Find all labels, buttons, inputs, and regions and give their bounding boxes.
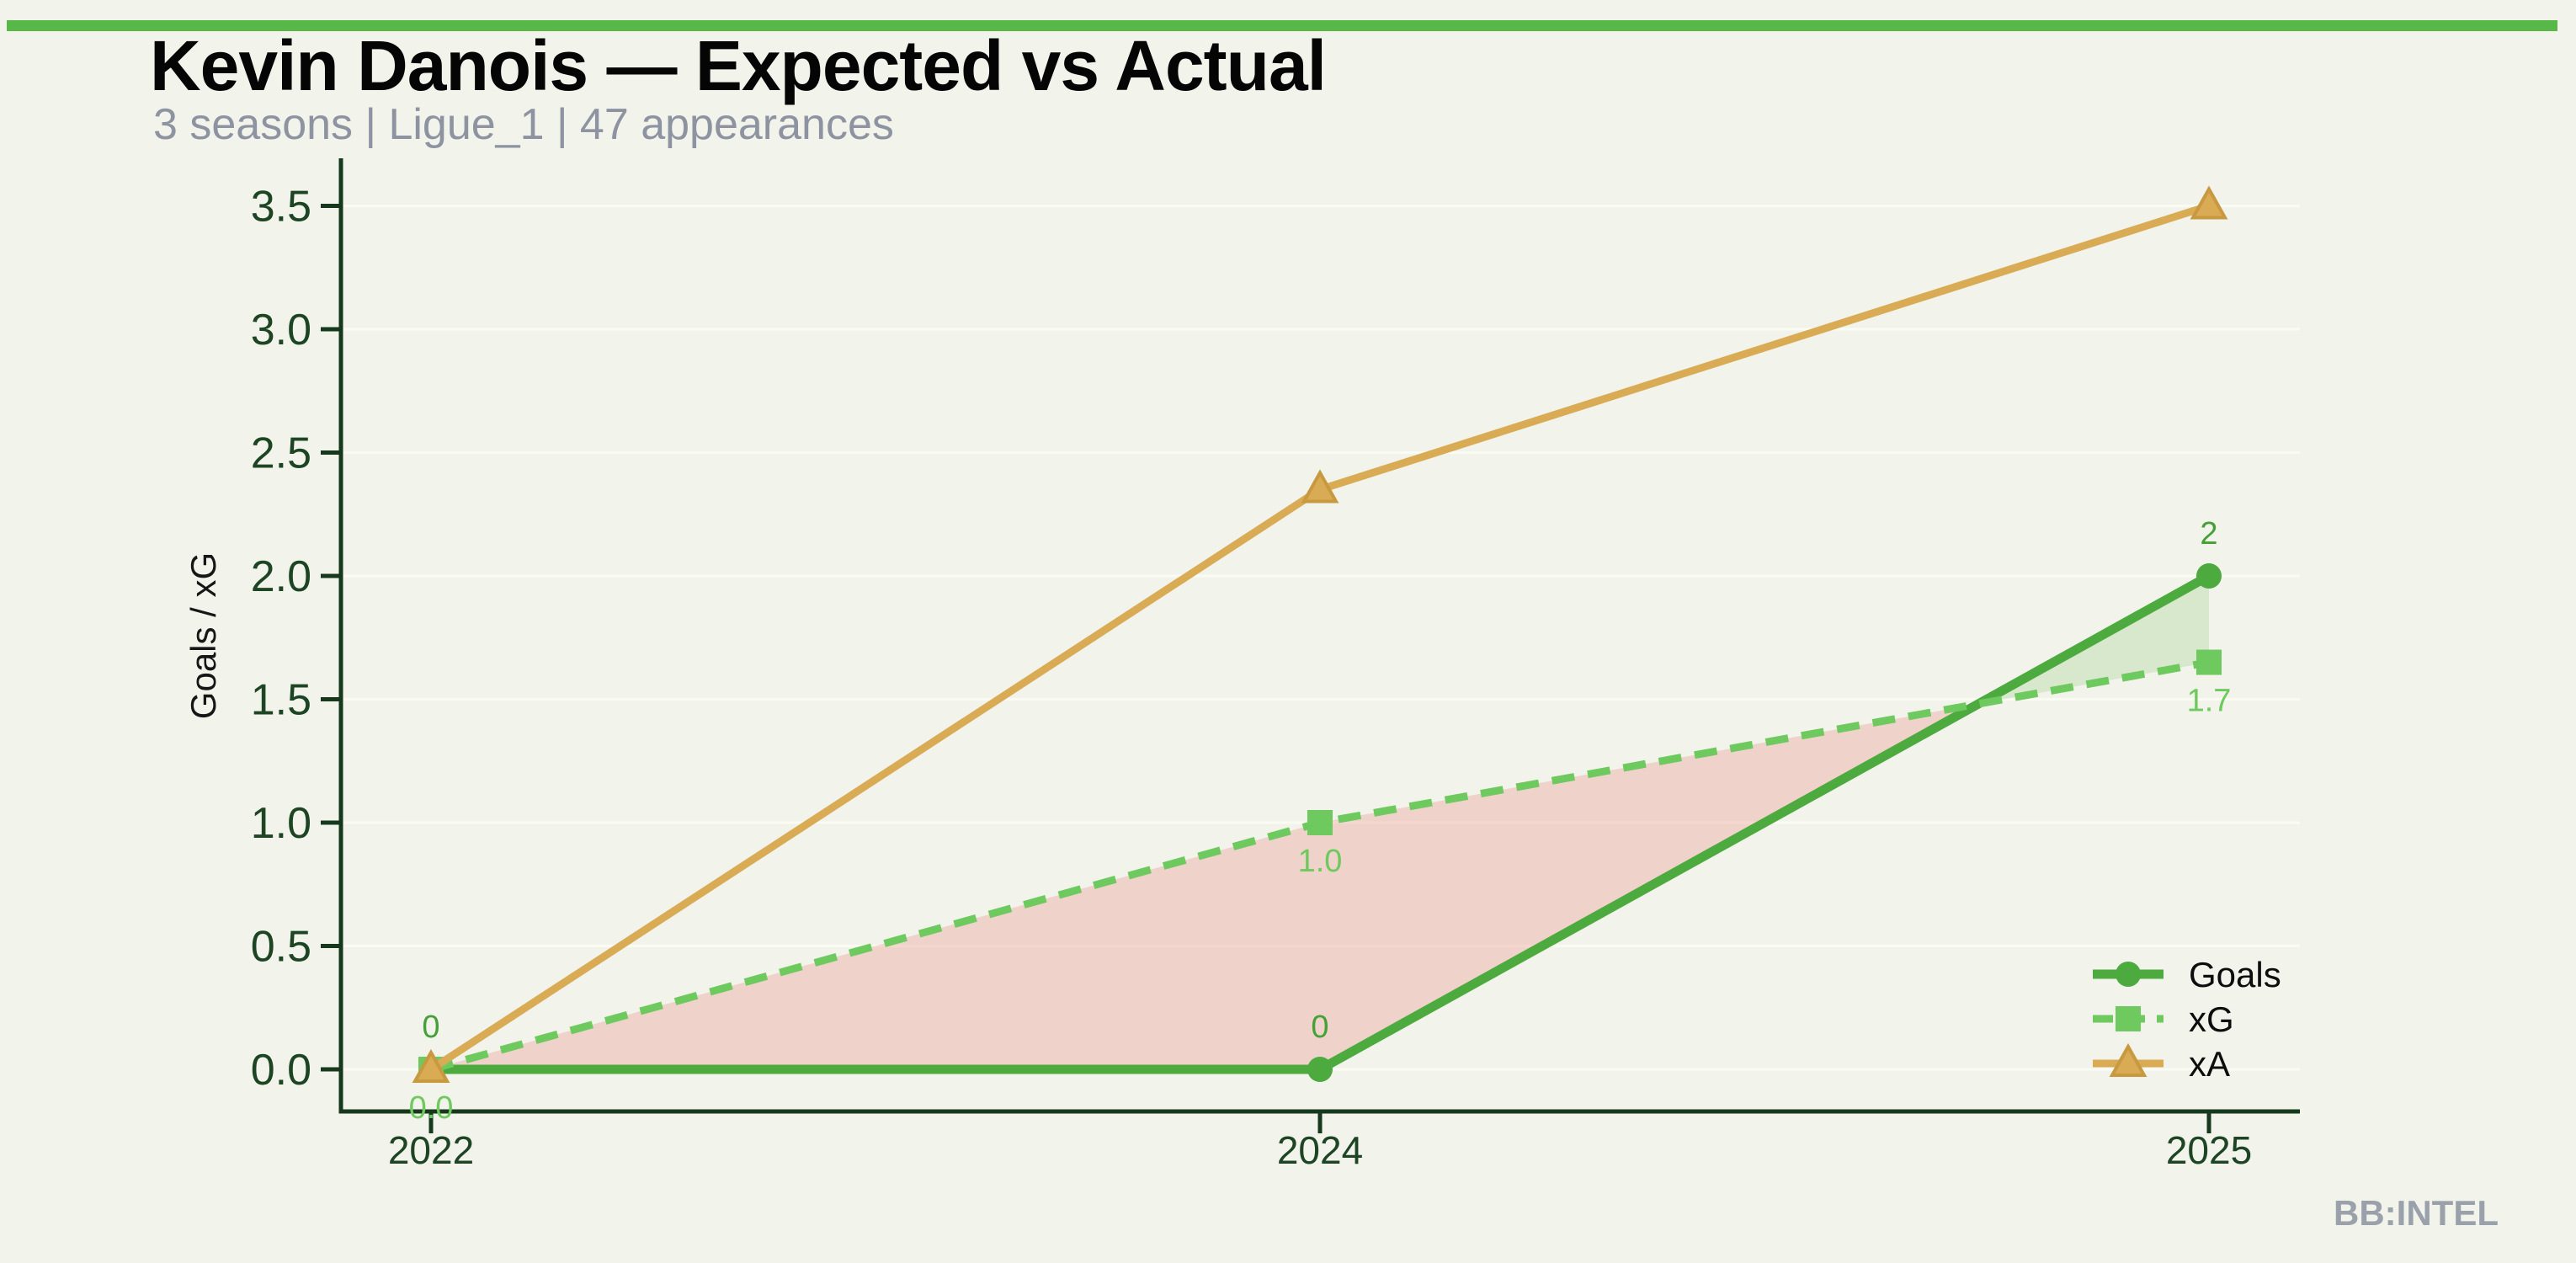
data-point-label: 0.0 [409,1090,454,1126]
legend-entry-xA: xA [2093,1042,2230,1084]
series-xA [412,185,2228,1083]
underperformance-fill [431,703,1979,1069]
series-xG: 0.0 1.0 1.7 [409,649,2232,1126]
data-point-marker-triangle [2109,1042,2148,1077]
y-tick-label: 0.5 [251,923,311,972]
y-tick-label: 2.5 [251,429,311,478]
data-point-label: 1.7 [2187,684,2232,719]
legend: Goals xG xA [2093,955,2281,1084]
data-point-label: 1.0 [1298,844,1343,879]
data-point-marker-triangle [2190,185,2228,220]
page-subtitle: 3 seasons | Ligue_1 | 47 appearances [153,100,894,149]
data-point-marker-triangle [412,1048,450,1083]
data-point-label: 0 [422,1010,439,1045]
data-point-marker-circle [2196,563,2222,589]
x-tick-label: 2022 [388,1128,474,1172]
legend-entry-xG: xG [2093,999,2234,1039]
data-point-marker-square [1307,810,1333,835]
data-point-marker-circle [2116,962,2141,987]
legend-label: xA [2189,1044,2230,1084]
legend-label: xG [2189,999,2234,1039]
data-point-marker-circle [1307,1057,1333,1082]
data-point-marker-triangle [1301,469,1339,504]
y-tick-label: 3.5 [251,183,311,232]
data-point-label: 0 [1311,1010,1328,1045]
legend-entry-Goals: Goals [2093,955,2281,994]
watermark: BB:INTEL [2334,1193,2499,1233]
y-tick-label: 2.0 [251,552,311,601]
y-axis-label: Goals / xG [184,552,223,719]
x-tick-label: 2025 [2166,1128,2252,1172]
page-title: Kevin Danois — Expected vs Actual [150,26,1327,105]
y-tick-label: 1.0 [251,799,311,848]
accent-bar [7,20,2557,31]
x-tick-label: 2024 [1277,1128,1363,1172]
data-point-marker-square [2196,649,2222,675]
y-tick-label: 3.0 [251,306,311,354]
axes: 0.0 0.5 1.0 1.5 2.0 2.5 3.0 3.5 2022 2024 2025 [251,158,2300,1172]
data-point-marker-square [2116,1006,2141,1031]
y-tick-label: 0.0 [251,1046,311,1095]
legend-label: Goals [2189,955,2281,994]
y-tick-label: 1.5 [251,676,311,725]
data-point-label: 2 [2200,516,2217,552]
